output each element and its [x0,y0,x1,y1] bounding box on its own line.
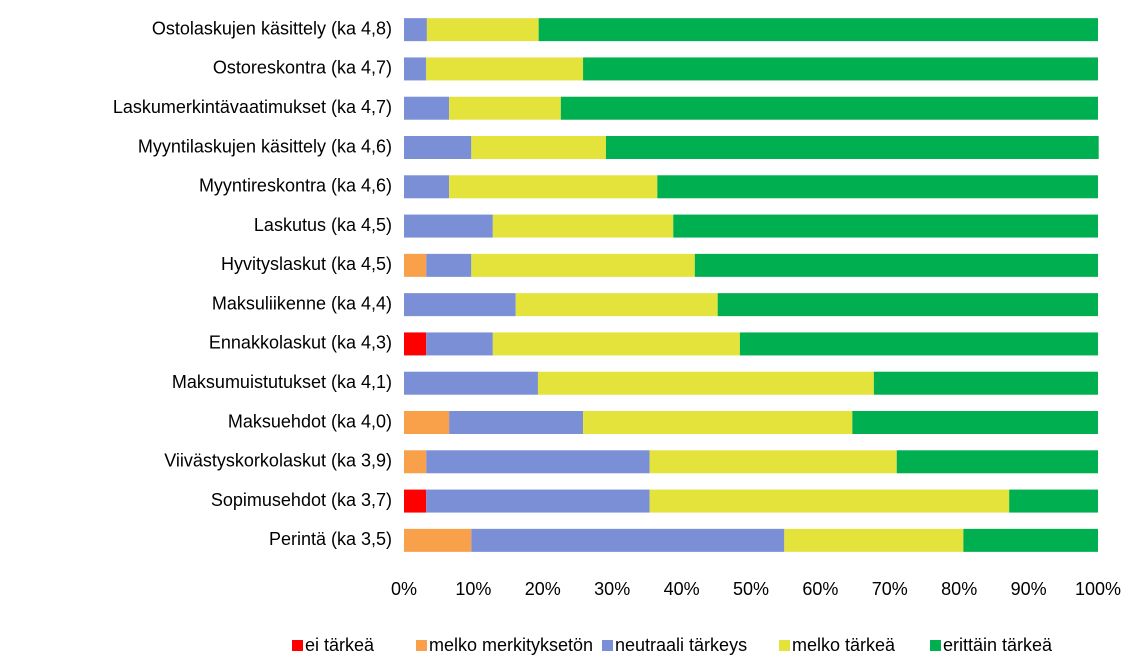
bar-segment [404,57,427,81]
bar-segment [404,332,427,356]
y-tick-label: Ostoreskontra (ka 4,7) [213,58,392,78]
legend-label: erittäin tärkeä [943,635,1053,655]
legend-swatch [602,640,613,651]
x-tick-label: 100% [1075,579,1121,599]
y-tick-label: Perintä (ka 3,5) [269,529,392,549]
y-tick-label: Ostolaskujen käsittely (ka 4,8) [152,18,392,38]
x-tick-label: 80% [941,579,977,599]
bar-segment [583,411,853,434]
bar-segment [605,136,1099,159]
x-tick-label: 60% [802,579,838,599]
legend-swatch [779,640,790,651]
bar-segment [649,489,1010,513]
bar-segment [896,450,1098,474]
legend-swatch [416,640,427,651]
bar-segment [426,489,650,513]
x-tick-label: 0% [391,579,417,599]
bar-segment [404,175,450,199]
bar-segment [649,450,897,474]
y-tick-label: Maksuehdot (ka 4,0) [228,411,392,431]
x-tick-label: 50% [733,579,769,599]
bar-segment [426,18,539,42]
y-tick-label: Viivästyskorkolaskut (ka 3,9) [164,451,392,471]
bar-segment [471,253,695,277]
y-tick-label: Maksuliikenne (ka 4,4) [212,293,392,313]
y-tick-label: Myyntilaskujen käsittely (ka 4,6) [138,136,392,156]
bar-segment [426,450,650,474]
bar-segment [1009,489,1098,513]
bar-segment [404,253,427,277]
bar-segment [873,371,1098,395]
x-tick-label: 10% [455,579,491,599]
bar-segment [426,253,472,277]
bar-segment [426,57,584,81]
bar-segment [739,332,1098,356]
bar-segment [492,332,740,356]
bar-segment [404,136,472,159]
bar-segment [963,528,1098,552]
y-tick-label: Ennakkolaskut (ka 4,3) [209,333,392,353]
bar-segment [852,411,1098,434]
bar-segment [404,371,538,395]
bar-segment [560,96,1098,120]
y-tick-label: Sopimusehdot (ka 3,7) [211,490,392,510]
bar-segment [404,411,450,434]
bar-segment [404,489,427,513]
bar-segment [449,96,561,120]
y-tick-label: Myyntireskontra (ka 4,6) [199,176,392,196]
bar-segment [449,411,584,434]
legend-label: ei tärkeä [305,635,375,655]
bar-segment [404,96,450,120]
bar-segment [784,528,964,552]
bar-segment [538,18,1098,42]
bar-segment [492,214,674,238]
bar-segment [583,57,1098,81]
bar-segment [717,293,1098,317]
bar-segment [471,136,606,159]
bar-segment [515,293,718,317]
bar-segment [471,528,785,552]
legend-label: melko tärkeä [792,635,896,655]
bar-segment [404,450,427,474]
bar-segment [673,214,1098,238]
x-tick-label: 30% [594,579,630,599]
bar-segment [426,332,493,356]
y-tick-label: Laskumerkintävaatimukset (ka 4,7) [113,97,392,117]
x-tick-label: 70% [872,579,908,599]
bar-segment [404,293,516,317]
legend-swatch [930,640,941,651]
bar-segment [404,528,472,552]
bar-segment [657,175,1098,199]
y-tick-label: Laskutus (ka 4,5) [254,215,392,235]
legend-label: melko merkityksetön [429,635,593,655]
bar-segment [404,214,493,238]
legend-swatch [292,640,303,651]
legend-label: neutraali tärkeys [615,635,747,655]
x-tick-label: 90% [1011,579,1047,599]
bar-segment [537,371,874,395]
x-tick-label: 40% [664,579,700,599]
y-tick-label: Maksumuistutukset (ka 4,1) [172,372,392,392]
bar-segment [404,18,427,42]
bar-segment [449,175,658,199]
x-tick-label: 20% [525,579,561,599]
y-tick-label: Hyvityslaskut (ka 4,5) [221,254,392,274]
bar-segment [694,253,1098,277]
